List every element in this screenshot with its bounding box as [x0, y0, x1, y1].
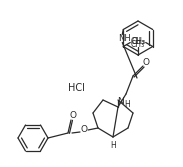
Text: O: O — [143, 57, 150, 66]
Text: H: H — [124, 100, 130, 109]
Text: H: H — [110, 140, 116, 149]
Text: CH₃: CH₃ — [131, 40, 145, 48]
Text: CH₃: CH₃ — [132, 37, 146, 46]
Text: NH: NH — [118, 34, 131, 43]
Text: O: O — [70, 111, 76, 120]
Text: HCl: HCl — [68, 83, 84, 93]
Text: CH₃: CH₃ — [130, 37, 144, 46]
Text: N: N — [118, 97, 124, 106]
Text: O: O — [81, 125, 87, 134]
